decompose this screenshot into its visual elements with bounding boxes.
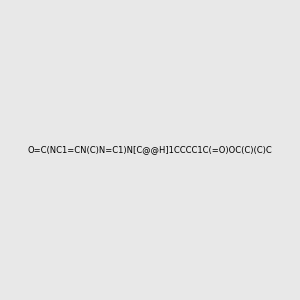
Text: O=C(NC1=CN(C)N=C1)N[C@@H]1CCCC1C(=O)OC(C)(C)C: O=C(NC1=CN(C)N=C1)N[C@@H]1CCCC1C(=O)OC(C… [28,146,272,154]
